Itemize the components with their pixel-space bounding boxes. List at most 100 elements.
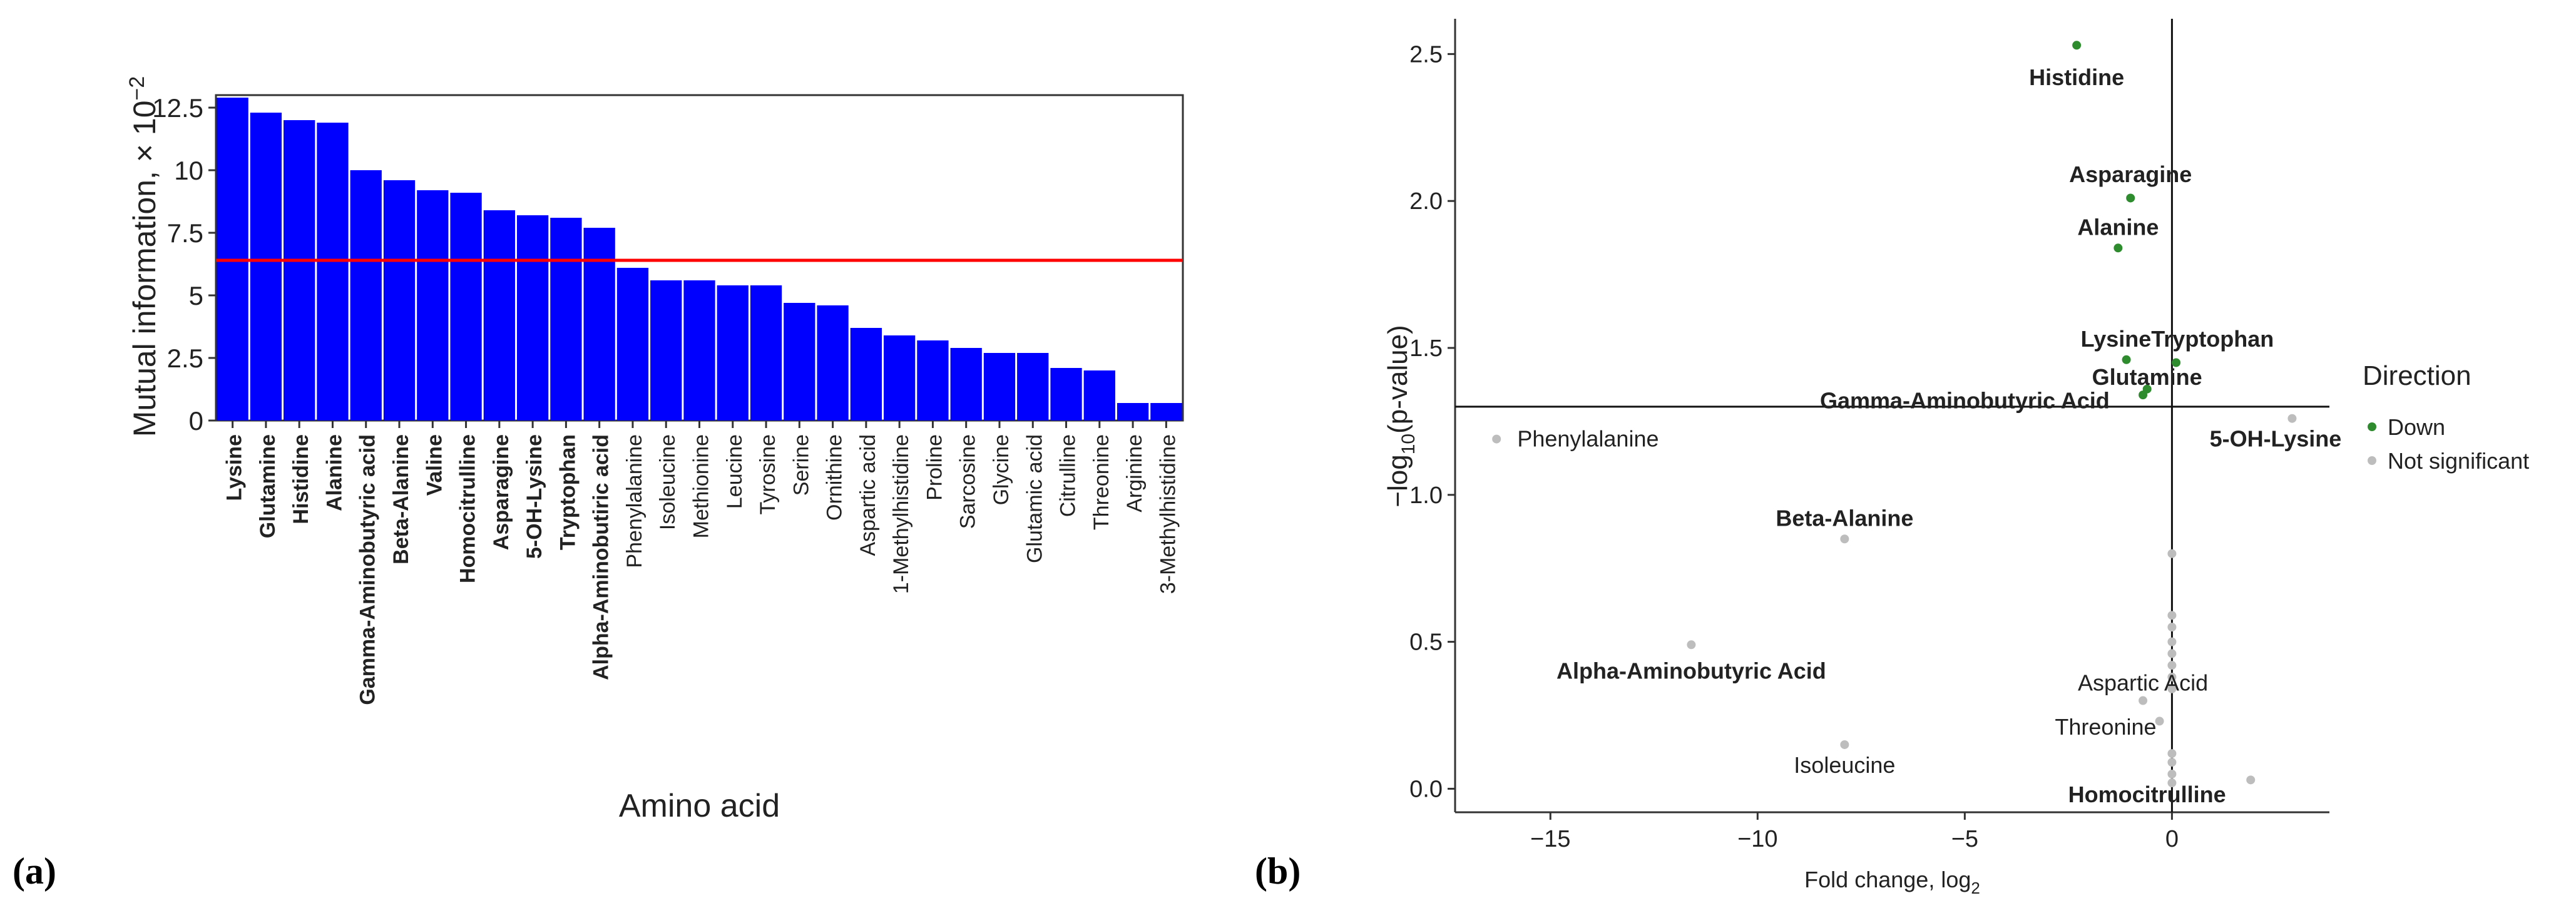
bar [1117, 403, 1149, 421]
legend-entry-label: Not significant [2388, 448, 2529, 474]
x-tick-label: Threonine [1090, 434, 1113, 530]
x-tick-label: −15 [1530, 826, 1570, 852]
y-tick-label: 1.0 [1409, 482, 1443, 509]
data-point [2167, 672, 2177, 681]
bar [884, 335, 916, 421]
y-tick-label: 2.5 [167, 344, 203, 373]
x-tick-label: Arginine [1123, 434, 1147, 513]
x-tick-label: Methionine [690, 434, 713, 538]
volcano-legend: Direction Down Not significant [2363, 360, 2529, 474]
data-point [2139, 390, 2148, 400]
bar [483, 210, 515, 421]
bar [683, 280, 715, 421]
data-point [2167, 778, 2177, 788]
x-tick-label: Beta-Alanine [389, 434, 413, 564]
panel-a-bar-chart: 0 2.5 5 7.5 10 12.5 Lysine Glutamine Histidine A… [125, 76, 1184, 824]
volcano-point-labels: Histidine Asparagine Alanine Lysine Tryptoph… [1517, 64, 2341, 807]
bar [450, 193, 482, 421]
data-point [1492, 434, 1501, 444]
y-tick-label: 0 [189, 406, 203, 436]
panel-label-a: (a) [13, 850, 56, 892]
data-point [2122, 355, 2131, 364]
point-label: Gamma-Aminobutyric Acid [1820, 388, 2110, 414]
bar [383, 180, 416, 421]
x-tick-label: Leucine [723, 434, 747, 509]
bar [317, 123, 349, 421]
x-tick-label: 3-Methylhistidine [1156, 434, 1180, 594]
y-tick-label: 0.5 [1409, 630, 1443, 656]
data-point [2155, 717, 2164, 726]
x-tick-label: Gamma-Aminobutyric acid [356, 434, 380, 705]
x-tick-label: 1-Methylhistidine [889, 434, 913, 594]
data-point [2167, 623, 2177, 632]
point-label: Threonine [2055, 714, 2156, 740]
x-tick-label: Histidine [289, 434, 313, 524]
x-tick-label: Glutamic acid [1023, 434, 1046, 563]
point-label: Beta-Alanine [1776, 505, 1913, 531]
bar [616, 268, 649, 421]
bar [784, 303, 815, 421]
bar [1017, 353, 1049, 421]
data-point [2126, 193, 2135, 203]
x-tick-label: −10 [1737, 826, 1777, 852]
y-tick-label: 0.0 [1409, 776, 1443, 802]
volcano-points [1492, 41, 2297, 788]
y-tick-label: 10 [174, 156, 203, 185]
data-point [2139, 696, 2148, 705]
data-point [2167, 661, 2177, 670]
legend-title: Direction [2363, 360, 2471, 391]
data-point [2167, 637, 2177, 646]
panel-b-volcano-plot: Histidine Asparagine Alanine Lysine Tryptoph… [1383, 19, 2529, 897]
x-tick-label: Tyrosine [756, 434, 780, 515]
point-label: Isoleucine [1794, 752, 1895, 778]
x-tick-label: Lysine [223, 434, 247, 501]
bar [917, 340, 949, 421]
x-tick-label: −5 [1951, 826, 1978, 852]
x-tick-label: Ornithine [823, 434, 847, 521]
point-label: Histidine [2029, 64, 2124, 90]
volcano-axes [1454, 19, 2329, 814]
data-point [2167, 649, 2177, 658]
data-point [2287, 414, 2297, 423]
bar [350, 170, 382, 421]
bar-y-axis-ticks: 0 2.5 5 7.5 10 12.5 [152, 93, 216, 436]
bar [1150, 403, 1182, 421]
volcano-y-axis-label: −log10(p-value) [1383, 325, 1419, 507]
x-tick-label: 0 [2165, 826, 2179, 852]
y-tick-label: 2.0 [1409, 188, 1443, 215]
point-label: Glutamine [2092, 364, 2202, 390]
bar [250, 113, 282, 421]
legend-swatch [2368, 456, 2376, 465]
bar [550, 218, 582, 421]
data-point [2072, 41, 2082, 50]
x-tick-label: Aspartic acid [856, 434, 880, 556]
bar [583, 228, 615, 421]
x-tick-label: Glycine [989, 434, 1013, 505]
volcano-x-axis-label: Fold change, log2 [1804, 867, 1980, 897]
data-point [2246, 775, 2256, 785]
bar [850, 328, 882, 421]
point-label: Asparagine [2069, 161, 2192, 187]
data-point [2113, 243, 2123, 253]
y-tick-label: 12.5 [152, 93, 203, 123]
y-tick-label: 2.5 [1409, 41, 1443, 68]
x-tick-label: Asparagine [489, 434, 513, 550]
x-tick-label: Citrulline [1056, 434, 1080, 517]
x-tick-label: 5-OH-Lysine [523, 434, 546, 559]
x-tick-label: Alpha-Aminobutiric acid [590, 434, 613, 680]
bar [817, 305, 849, 421]
point-label: Alpha-Aminobutyric Acid [1556, 658, 1826, 684]
point-label: Aspartic Acid [2078, 670, 2208, 695]
point-label: Alanine [2077, 214, 2159, 240]
x-tick-label: Proline [923, 434, 946, 501]
x-tick-label: Tryptophan [556, 434, 580, 550]
bar [1050, 368, 1082, 421]
bar-x-axis-label: Amino acid [619, 788, 780, 824]
bar [516, 215, 549, 421]
bar [417, 190, 449, 421]
bar [950, 348, 982, 421]
y-tick-label: 7.5 [167, 218, 203, 248]
data-point [1687, 640, 1696, 650]
x-tick-label: Valine [422, 434, 446, 496]
